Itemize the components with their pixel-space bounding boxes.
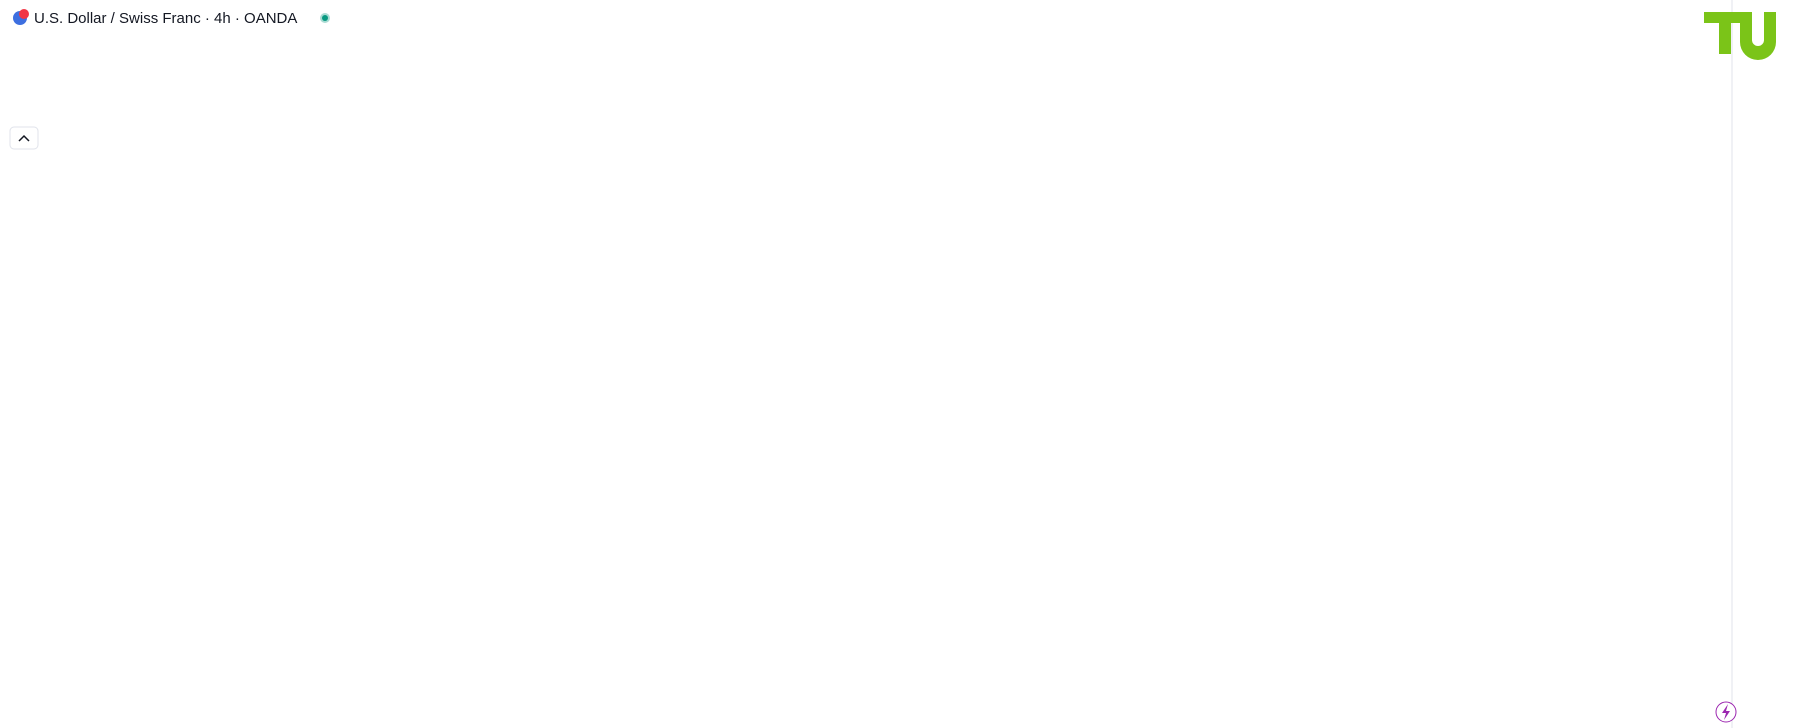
symbol-icon [19,9,29,19]
symbol-title: U.S. Dollar / Swiss Franc · 4h · OANDA [34,10,297,27]
header: U.S. Dollar / Swiss Franc · 4h · OANDA [13,9,330,27]
logo [1704,12,1776,60]
lightning-icon[interactable] [1715,701,1737,723]
collapse-button[interactable] [9,126,39,150]
status-dot [322,15,328,21]
